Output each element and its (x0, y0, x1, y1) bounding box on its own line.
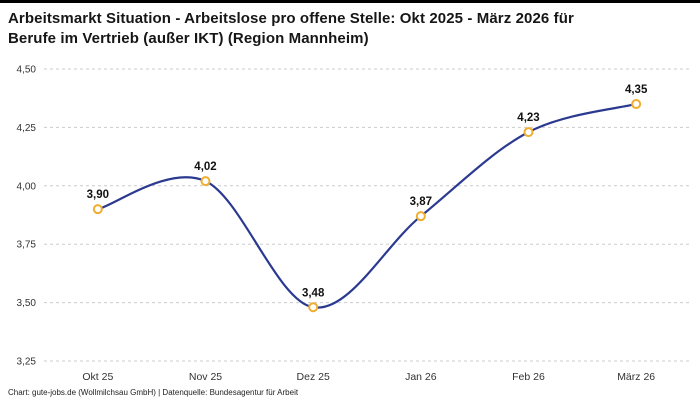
data-point-label: 4,23 (517, 112, 539, 124)
chart-title-line1: Arbeitsmarkt Situation - Arbeitslose pro… (8, 10, 574, 27)
data-point-label: 3,90 (87, 189, 109, 201)
data-point-label: 4,35 (625, 84, 648, 96)
data-point-marker (308, 302, 319, 313)
y-axis-tick-label: 3,25 (17, 357, 37, 368)
x-axis-tick-label: März 26 (617, 371, 655, 383)
y-axis-tick-label: 4,50 (17, 65, 37, 76)
chart-title-line2: Berufe im Vertrieb (außer IKT) (Region M… (8, 30, 369, 48)
y-axis-tick-label: 3,50 (17, 298, 37, 309)
line-chart: 3,25 3,50 3,75 4,00 4,25 4,50 Okt 25 Nov 25 Dez … (17, 65, 690, 383)
data-point-marker (415, 211, 426, 222)
chart-title: Arbeitsmarkt Situation - Arbeitslose pro… (8, 9, 692, 50)
y-axis-tick-label: 4,25 (17, 123, 37, 134)
chart-footer: Chart: gute-jobs.de (Wollmilchsau GmbH) … (8, 388, 299, 397)
data-point-marker (92, 204, 103, 215)
data-point-label: 4,02 (194, 161, 216, 173)
x-axis-tick-label: Feb 26 (512, 371, 545, 383)
x-axis-tick-label: Nov 25 (189, 371, 222, 383)
data-point-label: 3,87 (410, 196, 432, 208)
y-axis-tick-label: 3,75 (17, 240, 37, 251)
data-line (96, 102, 638, 309)
y-axis-tick-label: 4,00 (17, 181, 37, 192)
x-axis-tick-label: Dez 25 (297, 371, 330, 383)
data-point-marker (200, 176, 211, 187)
data-point-marker (631, 99, 642, 110)
data-point-label: 3,48 (302, 287, 325, 299)
data-point-marker (523, 127, 534, 138)
x-axis-tick-label: Okt 25 (82, 371, 113, 383)
x-axis-tick-label: Jan 26 (405, 371, 437, 383)
